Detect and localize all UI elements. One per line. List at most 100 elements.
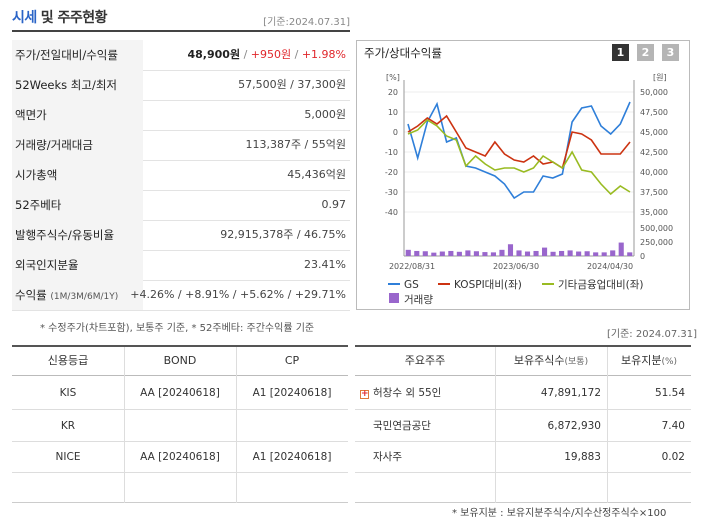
period-button-3[interactable]: 3 <box>662 44 679 61</box>
volume-bar <box>524 251 531 256</box>
row-divider <box>12 441 348 442</box>
volume-bar <box>405 249 411 256</box>
left-axis-tick: -40 <box>385 208 398 217</box>
volume-bar <box>618 242 624 256</box>
table-bottom-border <box>12 502 348 503</box>
stake-header-text: 보유지분 <box>620 354 662 367</box>
volume-bar <box>414 250 420 256</box>
legend-label: KOSPI대비(좌) <box>454 279 522 291</box>
volume-bar <box>448 250 454 256</box>
summary-row: 52주베타 0.97 <box>12 190 350 221</box>
agency-name: KR <box>60 420 76 432</box>
right-axis-tick: 47,500 <box>640 108 668 117</box>
volume-bar <box>627 252 633 256</box>
x-axis-tick: 2023/06/30 <box>493 262 539 271</box>
chart-title: 주가/상대수익률 <box>364 46 442 60</box>
col-header-shares: 보유주식수(보통) <box>495 347 607 375</box>
cp-rating: A1 [20240618] <box>252 387 332 399</box>
left-axis-tick: -30 <box>385 188 398 197</box>
summary-label: 액면가 <box>12 100 143 130</box>
title-price: 시세 <box>12 10 37 26</box>
value-separator: / <box>240 48 251 61</box>
volume-bar <box>550 251 556 256</box>
series-line-2 <box>407 118 631 196</box>
right-axis-unit: [원] <box>653 73 667 82</box>
agency-name: KIS <box>59 387 77 399</box>
volume-bar <box>431 252 437 256</box>
series-line-1 <box>407 114 631 170</box>
volume-axis-tick: 500,000 <box>640 224 673 233</box>
right-axis-tick: 45,000 <box>640 128 668 137</box>
left-axis-tick: 0 <box>393 128 398 137</box>
right-axis-tick: 35,000 <box>640 208 668 217</box>
x-axis-tick: 2024/04/30 <box>587 262 633 271</box>
summary-row: 주가/전일대비/수익률 48,900원 / +950원 / +1.98% <box>12 40 350 71</box>
summary-label: 52주베타 <box>12 190 143 220</box>
volume-bar <box>576 251 582 256</box>
volume-bar <box>610 250 616 256</box>
expand-holder-icon[interactable]: + <box>360 389 369 399</box>
summary-row: 52Weeks 최고/최저 57,500원 / 37,300원 <box>12 70 350 101</box>
holder-name: 자사주 <box>373 451 402 463</box>
stake-header-unit: (%) <box>661 357 678 367</box>
header-divider <box>355 375 691 376</box>
holder-stake: 7.40 <box>661 420 685 432</box>
row-divider <box>355 472 691 473</box>
summary-label: 주가/전일대비/수익률 <box>12 40 143 70</box>
right-axis-tick: 50,000 <box>640 88 668 97</box>
right-axis-tick: 37,500 <box>640 188 668 197</box>
current-price: 48,900원 <box>187 48 241 61</box>
summary-value: 0.97 <box>321 198 347 211</box>
volume-bar <box>593 252 599 256</box>
summary-row: 수익률 (1M/3M/6M/1Y) +4.26% / +8.91% / +5.6… <box>12 280 350 311</box>
holder-name: 국민연금공단 <box>373 420 431 432</box>
summary-label: 52Weeks 최고/최저 <box>12 70 143 100</box>
volume-bar <box>456 251 462 256</box>
summary-value: 92,915,378주 / 46.75% <box>220 228 346 241</box>
volume-bar <box>567 250 573 256</box>
header-divider <box>12 375 348 376</box>
legend-label: 기타금융업대비(좌) <box>558 278 643 291</box>
cp-rating: A1 [20240618] <box>252 451 332 463</box>
summary-value: 48,900원 / +950원 / +1.98% <box>188 40 347 70</box>
volume-bar <box>422 251 428 256</box>
summary-row: 거래량/거래대금 113,387주 / 55억원 <box>12 130 350 161</box>
legend-label: GS <box>404 279 419 291</box>
left-axis-tick: 20 <box>388 88 398 97</box>
volume-bar <box>542 247 548 256</box>
volume-bar <box>499 249 505 256</box>
chart-panel <box>356 40 690 310</box>
summary-label: 수익률 (1M/3M/6M/1Y) <box>12 280 143 310</box>
right-axis-tick: 40,000 <box>640 168 668 177</box>
legend-label: 거래량 <box>404 294 433 306</box>
row-divider <box>12 472 348 473</box>
summary-row: 액면가 5,000원 <box>12 100 350 131</box>
price-relative-return-chart: [%] 20 10 0 -10 -20 -30 -40 [원] 50,000 47,500 45,0… <box>385 73 673 306</box>
volume-bar <box>465 250 471 256</box>
stake-footnote: * 보유지분 : 보유지분주식수/지수산정주식수×100 <box>452 508 667 519</box>
volume-bar <box>439 251 445 256</box>
volume-bar <box>490 252 496 256</box>
volume-bar <box>559 250 565 256</box>
period-button-1[interactable]: 1 <box>612 44 629 61</box>
col-divider <box>124 347 125 503</box>
summary-row: 외국인지분율 23.41% <box>12 250 350 281</box>
left-axis-tick: 10 <box>388 108 398 117</box>
summary-value: 45,436억원 <box>287 168 346 181</box>
col-header-stake: 보유지분(%) <box>607 347 691 375</box>
summary-label: 외국인지분율 <box>12 250 143 280</box>
volume-axis-tick: 250,000 <box>640 238 673 247</box>
summary-value: 23.41% <box>304 258 346 271</box>
right-axis-tick: 42,500 <box>640 148 668 157</box>
row-divider <box>355 409 691 410</box>
holder-stake: 51.54 <box>654 387 685 399</box>
summary-label: 발행주식수/유동비율 <box>12 220 143 250</box>
volume-bar <box>473 251 479 256</box>
table-bottom-border <box>355 502 691 503</box>
returns-periods: (1M/3M/6M/1Y) <box>50 292 119 302</box>
returns-label: 수익률 <box>15 288 47 302</box>
summary-label: 시가총액 <box>12 160 143 190</box>
period-button-2[interactable]: 2 <box>637 44 654 61</box>
left-axis-unit: [%] <box>386 73 400 82</box>
col-divider <box>495 347 496 503</box>
